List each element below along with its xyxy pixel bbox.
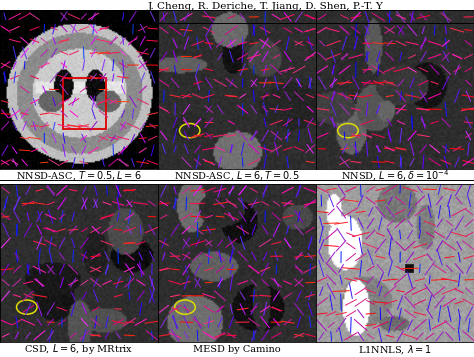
Text: CSD, $L = 6$, by MRtrix: CSD, $L = 6$, by MRtrix [24, 342, 133, 356]
Text: NNSD-ASC, $T = 0.5, L = 6$: NNSD-ASC, $T = 0.5, L = 6$ [16, 170, 142, 182]
Text: NNSD, $L = 6, \delta = 10^{-4}$: NNSD, $L = 6, \delta = 10^{-4}$ [341, 169, 449, 183]
Bar [63, 79, 106, 129]
Text: NNSD-ASC, $L = 6, T = 0.5$: NNSD-ASC, $L = 6, T = 0.5$ [174, 170, 300, 182]
Text: J. Cheng, R. Deriche, T. Jiang, D. Shen, P.-T. Y: J. Cheng, R. Deriche, T. Jiang, D. Shen,… [147, 2, 383, 11]
Text: MESD by Camino: MESD by Camino [193, 345, 281, 354]
Text: L1NNLS, $\lambda = 1$: L1NNLS, $\lambda = 1$ [358, 343, 432, 356]
Bar [405, 265, 412, 272]
